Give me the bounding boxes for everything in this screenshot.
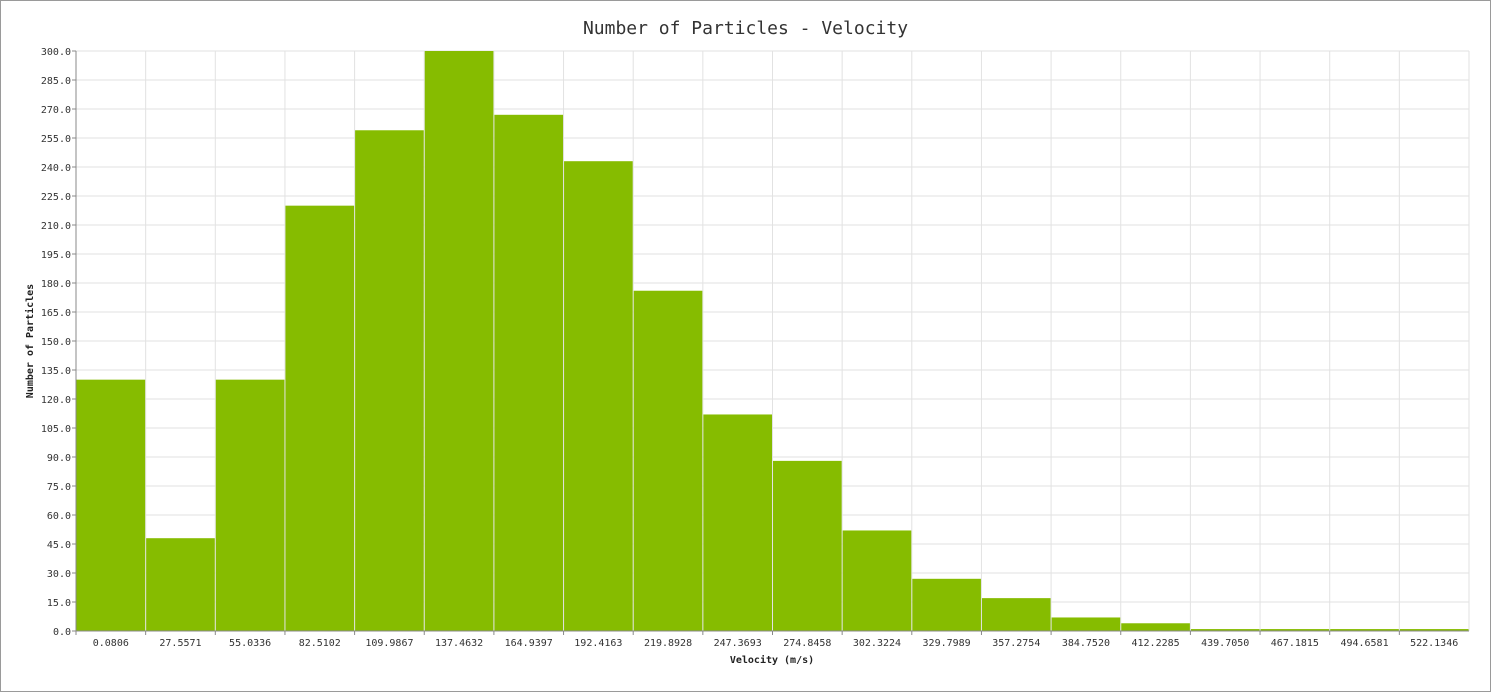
bar bbox=[1260, 629, 1330, 631]
bar bbox=[564, 161, 633, 631]
bar bbox=[1190, 629, 1260, 631]
y-tick-label: 0.0 bbox=[53, 627, 71, 638]
y-tick-label: 210.0 bbox=[41, 221, 71, 232]
bars bbox=[76, 51, 1469, 632]
bar bbox=[703, 414, 772, 631]
y-tick-label: 240.0 bbox=[41, 163, 71, 174]
y-tick-label: 285.0 bbox=[41, 76, 71, 87]
y-axis-label: Number of Particles bbox=[24, 284, 36, 398]
x-tick-label: 302.3224 bbox=[853, 638, 901, 649]
bar bbox=[773, 460, 842, 631]
bar bbox=[633, 290, 703, 631]
x-tick-label: 329.7989 bbox=[923, 638, 971, 649]
y-tick-label: 270.0 bbox=[41, 105, 71, 116]
x-tick-label: 494.6581 bbox=[1340, 638, 1388, 649]
y-tick-label: 90.0 bbox=[47, 453, 71, 464]
bar bbox=[1051, 617, 1121, 631]
bar bbox=[76, 379, 146, 631]
bar bbox=[1121, 623, 1190, 631]
x-tick-label: 0.0806 bbox=[93, 638, 129, 649]
y-tick-label: 195.0 bbox=[41, 250, 71, 261]
bar bbox=[912, 578, 981, 631]
x-tick-label: 55.0336 bbox=[229, 638, 271, 649]
x-tick-label: 357.2754 bbox=[992, 638, 1040, 649]
y-tick-label: 120.0 bbox=[41, 395, 71, 406]
x-tick-label: 82.5102 bbox=[299, 638, 341, 649]
x-tick-label: 412.2285 bbox=[1131, 638, 1179, 649]
x-tick-label: 192.4163 bbox=[574, 638, 622, 649]
y-tick-label: 165.0 bbox=[41, 308, 71, 319]
bar bbox=[842, 530, 912, 631]
x-tick-label: 384.7520 bbox=[1062, 638, 1110, 649]
x-tick-label: 109.9867 bbox=[365, 638, 413, 649]
y-tick-label: 60.0 bbox=[47, 511, 71, 522]
bar bbox=[981, 598, 1051, 631]
grid-lines bbox=[75, 50, 1470, 632]
bar bbox=[1330, 629, 1399, 631]
x-tick-label: 522.1346 bbox=[1410, 638, 1458, 649]
y-tick-label: 180.0 bbox=[41, 279, 71, 290]
x-tick-label: 274.8458 bbox=[783, 638, 831, 649]
y-tick-label: 300.0 bbox=[41, 47, 71, 58]
y-tick-label: 135.0 bbox=[41, 366, 71, 377]
bar bbox=[355, 130, 424, 631]
x-tick-label: 219.8928 bbox=[644, 638, 692, 649]
y-tick-label: 150.0 bbox=[41, 337, 71, 348]
y-tick-label: 255.0 bbox=[41, 134, 71, 145]
chart-title: Number of Particles - Velocity bbox=[582, 18, 909, 39]
y-tick-label: 225.0 bbox=[41, 192, 71, 203]
y-tick-labels: 0.0 15.0 30.0 45.0 60.0 75.0 90.0 105.0 120.0 135… bbox=[41, 47, 76, 638]
y-tick-label: 15.0 bbox=[47, 598, 71, 609]
bar bbox=[285, 205, 355, 631]
y-tick-label: 30.0 bbox=[47, 569, 71, 580]
bar bbox=[424, 51, 494, 631]
y-tick-label: 105.0 bbox=[41, 424, 71, 435]
x-tick-label: 137.4632 bbox=[435, 638, 483, 649]
x-tick-label: 467.1815 bbox=[1271, 638, 1319, 649]
y-tick-label: 75.0 bbox=[47, 482, 71, 493]
x-tick-label: 247.3693 bbox=[714, 638, 762, 649]
y-tick-label: 45.0 bbox=[47, 540, 71, 551]
bar bbox=[215, 379, 285, 631]
x-tick-label: 439.7050 bbox=[1201, 638, 1249, 649]
x-tick-labels: 0.0806 27.5571 55.0336 82.5102 109.9867 137.4… bbox=[75, 631, 1458, 649]
x-axis-label: Velocity (m/s) bbox=[730, 654, 814, 666]
bar bbox=[494, 114, 564, 632]
x-tick-label: 164.9397 bbox=[505, 638, 553, 649]
bar bbox=[146, 538, 215, 631]
bar bbox=[1399, 629, 1469, 631]
x-tick-label: 27.5571 bbox=[159, 638, 201, 649]
